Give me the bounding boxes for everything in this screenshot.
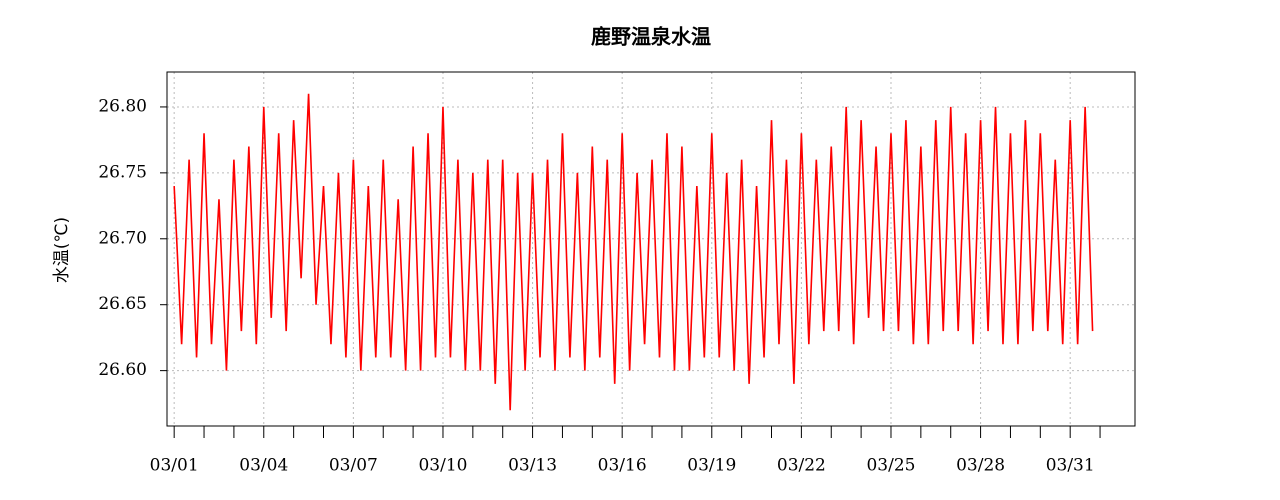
y-tick-label: 26.70 [98, 228, 147, 248]
x-tick-label: 03/28 [956, 456, 1005, 476]
y-axis-label: 水温(℃) [52, 217, 72, 283]
data-line [173, 93, 1094, 411]
plot-frame [166, 71, 1136, 427]
x-tick-label: 03/07 [329, 456, 378, 476]
x-tick-label: 03/13 [508, 456, 557, 476]
y-tick-label: 26.80 [98, 96, 147, 116]
y-tick-label: 26.65 [98, 294, 147, 314]
x-tick-label: 03/22 [777, 456, 826, 476]
x-tick-label: 03/16 [598, 456, 647, 476]
x-tick-label: 03/31 [1046, 456, 1095, 476]
chart-title: 鹿野温泉水温 [591, 25, 711, 49]
y-tick-label: 26.75 [98, 162, 147, 182]
x-tick-label: 03/19 [687, 456, 736, 476]
x-tick-label: 03/04 [239, 456, 288, 476]
y-tick-label: 26.60 [98, 360, 147, 380]
x-tick-label: 03/25 [866, 456, 915, 476]
x-tick-label: 03/10 [418, 456, 467, 476]
x-tick-label: 03/01 [150, 456, 199, 476]
